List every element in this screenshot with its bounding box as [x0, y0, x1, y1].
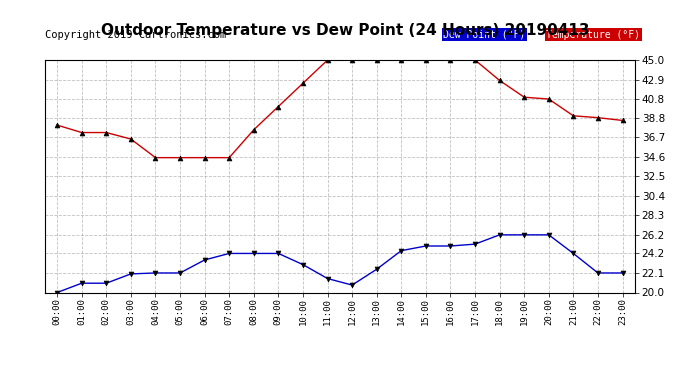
Text: Dew Point (°F): Dew Point (°F)	[443, 30, 525, 40]
Text: Temperature (°F): Temperature (°F)	[546, 30, 640, 40]
Text: Outdoor Temperature vs Dew Point (24 Hours) 20190413: Outdoor Temperature vs Dew Point (24 Hou…	[101, 22, 589, 38]
Text: Copyright 2019 Cartronics.com: Copyright 2019 Cartronics.com	[45, 30, 226, 40]
